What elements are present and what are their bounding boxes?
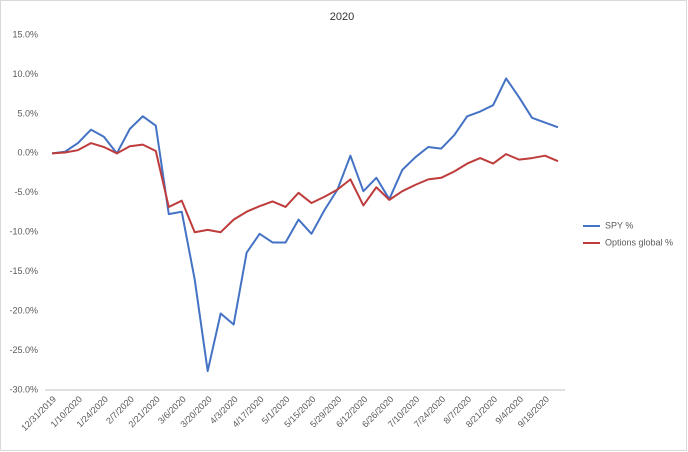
y-tick-label: 15.0%	[12, 29, 38, 39]
y-tick-label: -20.0%	[9, 305, 38, 315]
y-tick-label: -25.0%	[9, 345, 38, 355]
legend-label: SPY %	[605, 220, 633, 230]
y-tick-label: 10.0%	[12, 69, 38, 79]
y-tick-label: -10.0%	[9, 227, 38, 237]
y-tick-label: -30.0%	[9, 384, 38, 394]
legend-label: Options global %	[605, 237, 673, 247]
series-line	[51, 142, 559, 234]
y-tick-label: 5.0%	[17, 108, 38, 118]
y-tick-label: -15.0%	[9, 266, 38, 276]
series-line	[51, 77, 559, 373]
y-tick-label: 0.0%	[17, 148, 38, 158]
chart-title: 2020	[330, 11, 354, 23]
y-tick-label: -5.0%	[14, 187, 38, 197]
